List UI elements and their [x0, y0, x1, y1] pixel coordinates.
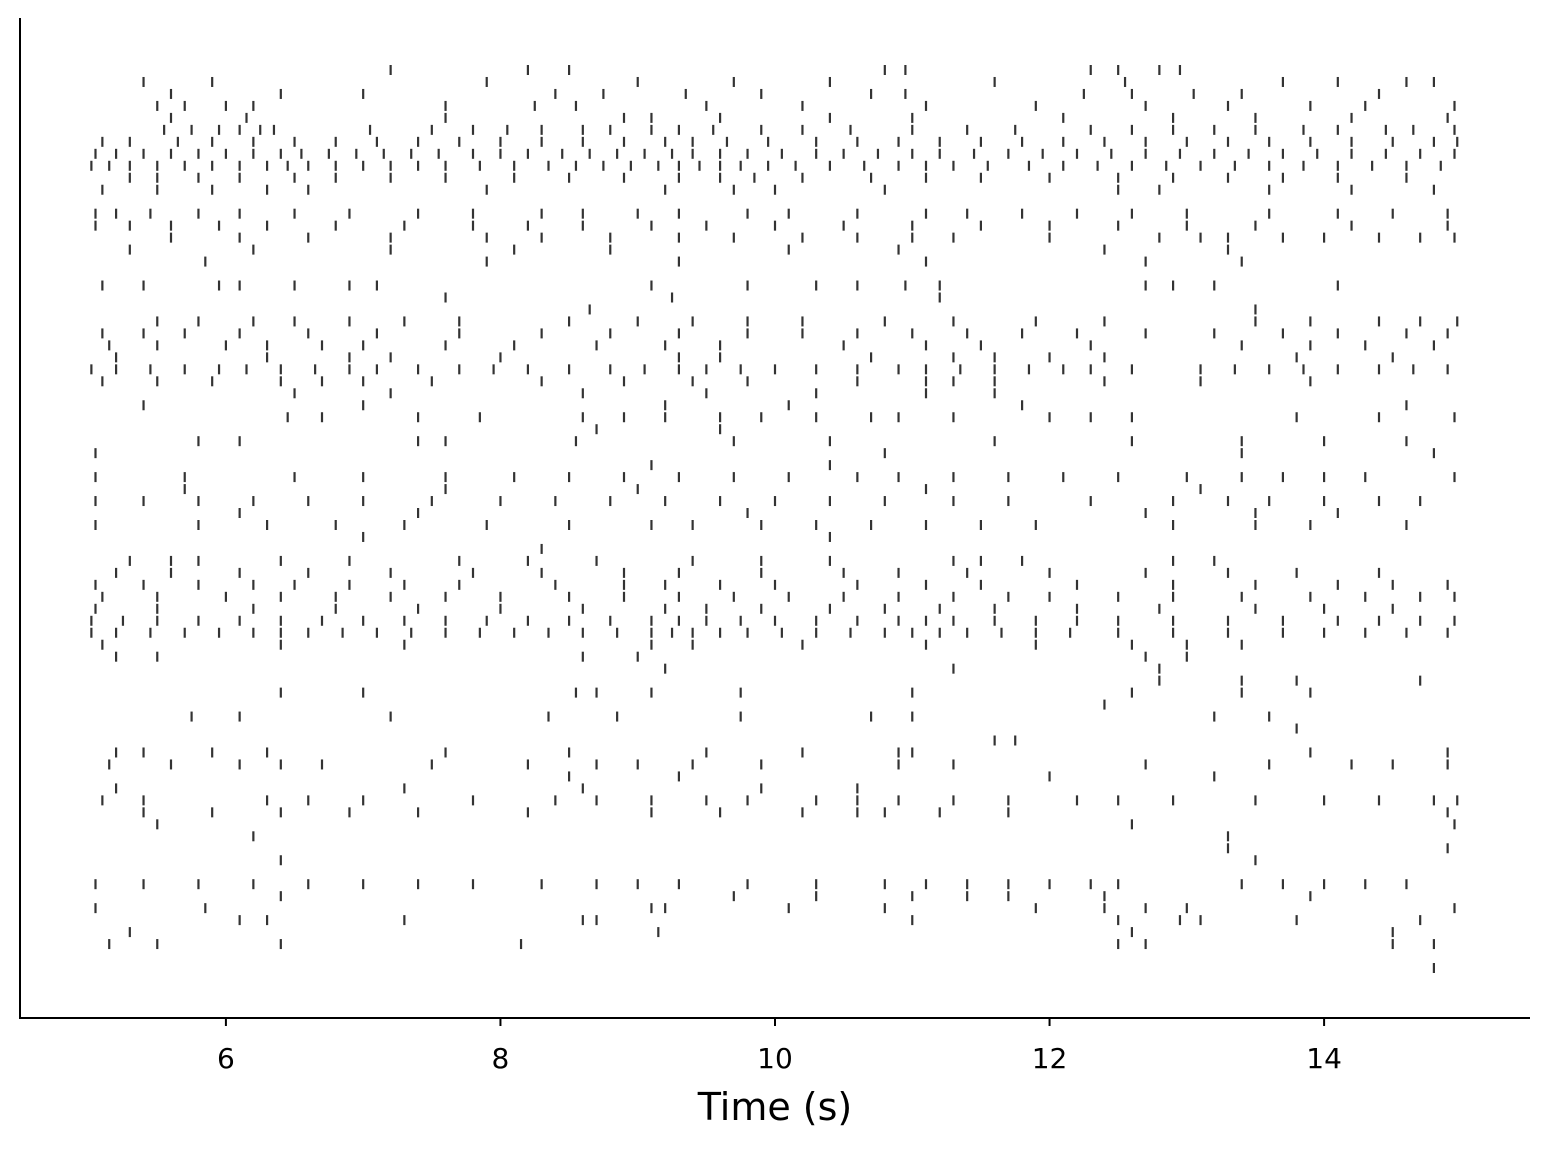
x-tick-label: 12 — [1032, 1042, 1068, 1075]
x-axis-label: Time (s) — [697, 1085, 853, 1129]
x-tick-label: 10 — [757, 1042, 793, 1075]
x-tick-label: 8 — [492, 1042, 510, 1075]
x-tick-label: 6 — [217, 1042, 235, 1075]
x-tick-label: 14 — [1306, 1042, 1342, 1075]
